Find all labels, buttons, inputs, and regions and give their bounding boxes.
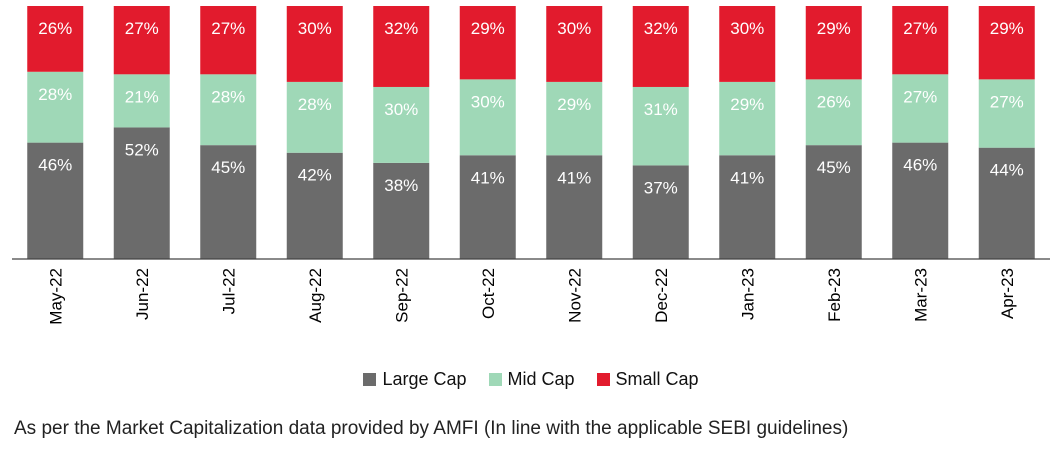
bar-segment-mid-cap-aug-22 (286, 81, 343, 153)
data-label-large-cap-apr-23: 44% (990, 161, 1024, 180)
data-label-small-cap-apr-23: 29% (990, 19, 1024, 38)
x-tick-label-dec-22: Dec-22 (652, 268, 671, 323)
data-label-small-cap-jan-23: 30% (730, 19, 764, 38)
bar-segment-small-cap-oct-22 (459, 6, 516, 80)
legend-swatch (596, 373, 610, 386)
bar-segment-mid-cap-jan-23 (719, 81, 776, 156)
data-label-mid-cap-mar-23: 27% (903, 87, 937, 106)
x-tick-label-jan-23: Jan-23 (738, 268, 757, 320)
bar-segment-large-cap-jun-22 (113, 127, 170, 259)
bar-segment-mid-cap-oct-22 (459, 79, 516, 156)
data-label-mid-cap-sep-22: 30% (384, 100, 418, 119)
legend-item-mid-cap: Mid Cap (488, 369, 575, 390)
legend-label: Large Cap (382, 369, 467, 389)
bar-segment-mid-cap-mar-23 (892, 74, 949, 143)
bar-segment-small-cap-nov-22 (546, 6, 603, 82)
data-label-mid-cap-oct-22: 30% (471, 92, 505, 111)
legend-label: Mid Cap (507, 369, 575, 389)
data-label-small-cap-mar-23: 27% (903, 19, 937, 38)
bar-segment-large-cap-dec-22 (632, 165, 689, 259)
data-label-large-cap-jun-22: 52% (125, 140, 159, 159)
data-label-large-cap-jan-23: 41% (730, 168, 764, 187)
data-label-mid-cap-nov-22: 29% (557, 95, 591, 114)
bar-segment-large-cap-mar-23 (892, 142, 949, 259)
bar-segment-mid-cap-apr-23 (978, 79, 1035, 148)
bar-segment-small-cap-apr-23 (978, 6, 1035, 80)
data-label-mid-cap-apr-23: 27% (990, 92, 1024, 111)
bar-segment-mid-cap-may-22 (27, 71, 84, 143)
data-label-small-cap-feb-23: 29% (817, 19, 851, 38)
bar-segment-mid-cap-sep-22 (373, 86, 430, 163)
stacked-bar-chart: 46% 28% 26% 52% 21% 27% 45% 28% 27% 42% 28% 30% 38% 3… (12, 6, 1050, 325)
bar-segment-mid-cap-dec-22 (632, 86, 689, 166)
data-label-small-cap-may-22: 26% (38, 19, 72, 38)
data-label-mid-cap-feb-23: 26% (817, 92, 851, 111)
legend-item-small-cap: Small Cap (596, 369, 699, 390)
x-tick-label-jun-22: Jun-22 (133, 268, 152, 320)
data-label-small-cap-jun-22: 27% (125, 19, 159, 38)
data-label-mid-cap-jan-23: 29% (730, 95, 764, 114)
legend: Large Cap Mid Cap Small Cap (0, 369, 1062, 390)
data-label-small-cap-oct-22: 29% (471, 19, 505, 38)
x-tick-label-nov-22: Nov-22 (565, 268, 584, 323)
bars-group: 46% 28% 26% 52% 21% 27% 45% 28% 27% 42% 28% 30% 38% 3… (27, 6, 1035, 259)
bar-segment-small-cap-jul-22 (200, 6, 257, 75)
legend-item-large-cap: Large Cap (363, 369, 467, 390)
data-label-large-cap-nov-22: 41% (557, 168, 591, 187)
bar-segment-large-cap-jul-22 (200, 145, 257, 259)
bar-segment-large-cap-sep-22 (373, 162, 430, 259)
bar-segment-small-cap-feb-23 (805, 6, 862, 80)
legend-swatch (488, 373, 502, 386)
x-tick-label-apr-23: Apr-23 (998, 268, 1017, 319)
bar-segment-small-cap-may-22 (27, 6, 84, 72)
x-tick-label-oct-22: Oct-22 (479, 268, 498, 319)
bar-segment-large-cap-jan-23 (719, 155, 776, 259)
bar-segment-large-cap-oct-22 (459, 155, 516, 259)
data-label-large-cap-jul-22: 45% (211, 158, 245, 177)
legend-swatch (363, 373, 377, 386)
bar-segment-large-cap-feb-23 (805, 145, 862, 259)
bar-segment-mid-cap-jul-22 (200, 74, 257, 146)
x-tick-label-aug-22: Aug-22 (306, 268, 325, 323)
data-label-large-cap-dec-22: 37% (644, 178, 678, 197)
bar-segment-small-cap-aug-22 (286, 6, 343, 82)
data-label-mid-cap-jun-22: 21% (125, 87, 159, 106)
footnote: As per the Market Capitalization data pr… (14, 418, 849, 439)
data-label-small-cap-dec-22: 32% (644, 19, 678, 38)
data-label-mid-cap-aug-22: 28% (298, 95, 332, 114)
bar-segment-large-cap-apr-23 (978, 147, 1035, 259)
x-tick-label-feb-23: Feb-23 (825, 268, 844, 322)
data-label-large-cap-mar-23: 46% (903, 156, 937, 175)
data-label-large-cap-aug-22: 42% (298, 166, 332, 185)
bar-segment-small-cap-jun-22 (113, 6, 170, 75)
x-tick-label-may-22: May-22 (46, 268, 65, 325)
x-tick-label-jul-22: Jul-22 (219, 268, 238, 314)
data-label-mid-cap-jul-22: 28% (211, 87, 245, 106)
data-label-mid-cap-may-22: 28% (38, 85, 72, 104)
data-label-small-cap-jul-22: 27% (211, 19, 245, 38)
data-label-large-cap-may-22: 46% (38, 156, 72, 175)
bar-segment-mid-cap-feb-23 (805, 79, 862, 146)
bar-segment-small-cap-sep-22 (373, 6, 430, 87)
bar-segment-small-cap-dec-22 (632, 6, 689, 87)
data-label-large-cap-oct-22: 41% (471, 168, 505, 187)
data-label-small-cap-nov-22: 30% (557, 19, 591, 38)
bar-segment-small-cap-mar-23 (892, 6, 949, 75)
data-label-small-cap-sep-22: 32% (384, 19, 418, 38)
bar-segment-large-cap-nov-22 (546, 155, 603, 259)
x-tick-labels: May-22 Jun-22 Jul-22 Aug-22 Sep-22 Oct-22 Nov-… (46, 268, 1017, 325)
bar-segment-mid-cap-jun-22 (113, 74, 170, 128)
x-tick-label-sep-22: Sep-22 (392, 268, 411, 323)
x-tick-label-mar-23: Mar-23 (911, 268, 930, 322)
bar-segment-mid-cap-nov-22 (546, 81, 603, 156)
data-label-large-cap-feb-23: 45% (817, 158, 851, 177)
bar-segment-small-cap-jan-23 (719, 6, 776, 82)
legend-label: Small Cap (615, 369, 699, 389)
bar-segment-large-cap-may-22 (27, 142, 84, 259)
data-label-large-cap-sep-22: 38% (384, 176, 418, 195)
data-label-small-cap-aug-22: 30% (298, 19, 332, 38)
data-label-mid-cap-dec-22: 31% (644, 100, 678, 119)
bar-segment-large-cap-aug-22 (286, 152, 343, 259)
